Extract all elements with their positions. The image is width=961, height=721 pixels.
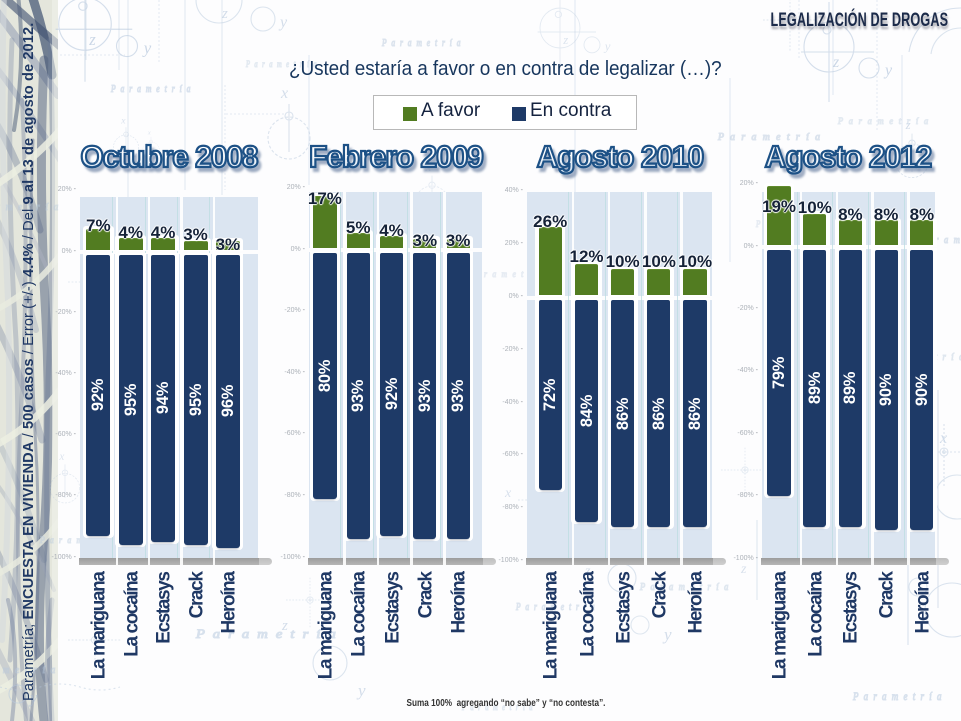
svg-text:z: z xyxy=(905,118,911,132)
svg-text:x: x xyxy=(425,160,432,174)
svg-text:P a r a m e t r í a: P a r a m e t r í a xyxy=(464,269,550,279)
svg-text:P a r a m e t r í a: P a r a m e t r í a xyxy=(0,665,57,676)
svg-text:z: z xyxy=(281,618,288,634)
svg-text:y: y xyxy=(883,62,893,79)
svg-text:P a r a m e t r í a: P a r a m e t r í a xyxy=(837,116,930,126)
svg-text:P a r a m e t r í a: P a r a m e t r í a xyxy=(0,202,60,213)
svg-text:x: x xyxy=(280,85,288,102)
svg-text:y: y xyxy=(356,681,366,700)
svg-text:z: z xyxy=(221,6,228,22)
svg-text:P a r a m e t r í a: P a r a m e t r í a xyxy=(245,59,318,69)
svg-text:z: z xyxy=(584,564,591,579)
svg-text:z: z xyxy=(740,562,747,577)
svg-text:z: z xyxy=(832,54,840,71)
svg-text:x: x xyxy=(120,116,126,127)
svg-text:y: y xyxy=(28,688,38,707)
svg-text:z: z xyxy=(562,33,568,47)
svg-text:y: y xyxy=(662,625,672,644)
svg-text:P a r a m e t r í a: P a r a m e t r í a xyxy=(515,602,596,613)
svg-text:P a r a m e t r í a: P a r a m e t r í a xyxy=(852,689,943,703)
svg-text:P a r a m e t r í a: P a r a m e t r í a xyxy=(110,84,192,95)
svg-text:P a r a m e t r í a: P a r a m e t r í a xyxy=(717,132,822,143)
svg-text:x: x xyxy=(504,486,512,501)
svg-text:y: y xyxy=(142,38,152,57)
svg-text:P a r a m e t r í a: P a r a m e t r í a xyxy=(639,582,730,593)
svg-text:y: y xyxy=(278,14,288,31)
svg-text:P a r a m e t r í a: P a r a m e t r í a xyxy=(461,702,534,712)
svg-text:x: x xyxy=(939,430,947,447)
svg-text:P a r a m e t r í a: P a r a m e t r í a xyxy=(381,38,462,49)
svg-text:z: z xyxy=(88,30,96,49)
svg-text:y: y xyxy=(603,39,611,53)
svg-text:x: x xyxy=(58,451,64,463)
svg-text:x: x xyxy=(147,129,151,136)
svg-text:P a r a m e t r í a: P a r a m e t r í a xyxy=(195,626,338,641)
